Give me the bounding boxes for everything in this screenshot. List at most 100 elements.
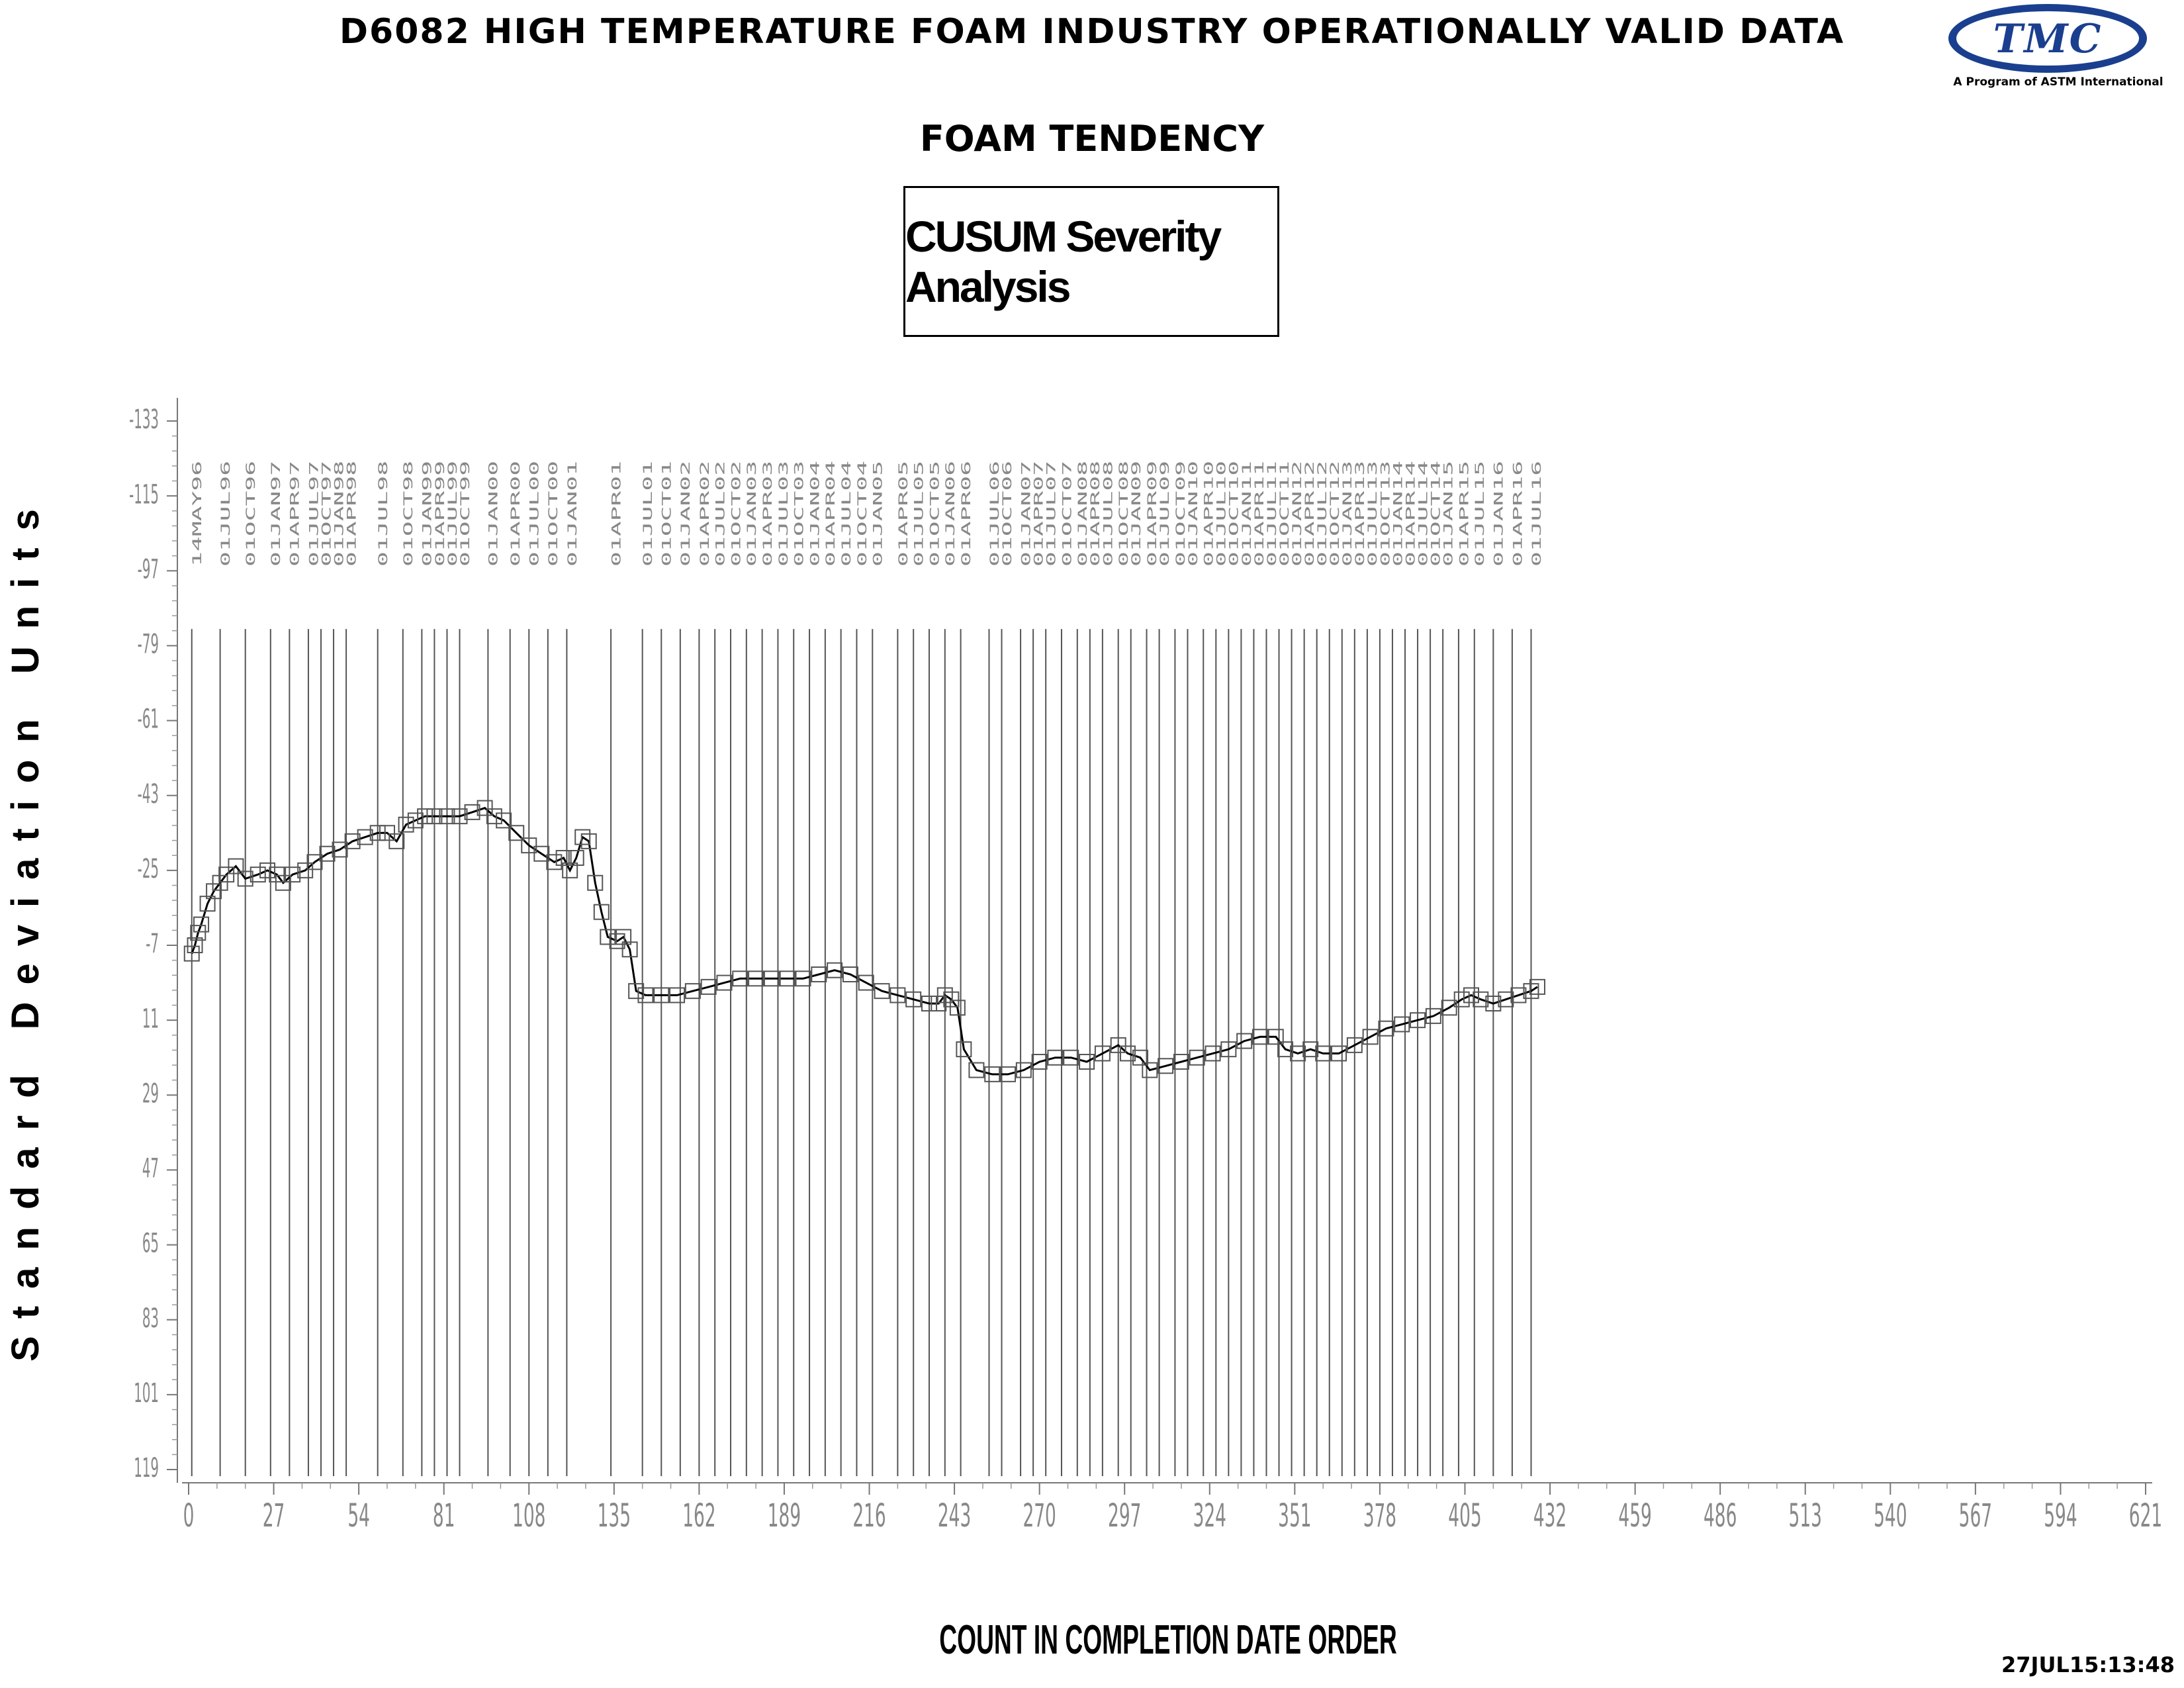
data-point-marker xyxy=(568,850,584,866)
data-point-marker xyxy=(285,867,301,883)
data-point-marker xyxy=(811,966,827,982)
date-marker-label: 01APR03 xyxy=(760,461,775,567)
date-marker-label: 01OCT03 xyxy=(792,461,807,567)
x-axis-label: COUNT IN COMPLETION DATE ORDER xyxy=(939,1617,1396,1662)
data-point-marker xyxy=(827,962,843,978)
data-point-marker xyxy=(426,808,443,825)
date-marker-label: 01JUL02 xyxy=(713,461,727,567)
date-marker-label: 01JAN05 xyxy=(871,461,886,567)
data-point-marker xyxy=(1236,1033,1253,1049)
data-point-marker xyxy=(653,987,670,1004)
data-point-marker xyxy=(1331,1045,1347,1062)
date-marker-label: 01APR16 xyxy=(1510,461,1525,567)
date-marker-label: 01OCT06 xyxy=(1000,461,1015,567)
date-marker-label: 01APR06 xyxy=(959,461,974,567)
data-point-marker xyxy=(250,867,266,883)
y-tick-label: -61 xyxy=(138,704,159,735)
date-marker-label: 01APR07 xyxy=(1031,461,1046,567)
date-marker-label: 01JAN15 xyxy=(1441,461,1455,567)
data-point-marker xyxy=(858,974,874,991)
date-marker-label: 01JAN03 xyxy=(745,461,759,567)
date-marker-label: 01JUL14 xyxy=(1416,461,1430,567)
data-point-marker xyxy=(1251,1029,1268,1045)
data-point-marker xyxy=(1362,1029,1379,1045)
data-point-marker xyxy=(193,916,210,933)
date-marker-label: 01OCT07 xyxy=(1060,461,1074,567)
date-marker-label: 01JAN12 xyxy=(1290,461,1304,567)
data-point-marker xyxy=(1453,991,1470,1008)
x-tick-label: 0 xyxy=(183,1498,195,1535)
date-marker-label: 01OCT98 xyxy=(401,461,416,567)
data-point-marker xyxy=(439,808,455,825)
data-point-marker xyxy=(417,808,433,825)
data-point-marker xyxy=(1132,1049,1149,1066)
data-point-marker xyxy=(587,874,604,891)
data-point-marker xyxy=(521,837,537,854)
data-point-marker xyxy=(637,987,654,1004)
data-point-marker xyxy=(1410,1012,1426,1029)
x-tick-label: 351 xyxy=(1278,1498,1311,1535)
data-point-marker xyxy=(275,874,291,891)
date-marker-label: 01JUL07 xyxy=(1044,461,1058,567)
data-point-marker xyxy=(1015,1062,1032,1078)
data-point-marker xyxy=(593,904,610,920)
date-marker-label: 01OCT14 xyxy=(1428,461,1443,567)
date-marker-label: 01JUL99 xyxy=(445,461,460,567)
x-tick-label: 270 xyxy=(1023,1498,1056,1535)
date-marker-label: 01JUL96 xyxy=(218,461,233,567)
data-point-marker xyxy=(1158,1058,1174,1074)
timestamp: 27JUL15:13:48 xyxy=(2001,1652,2175,1677)
x-tick-label: 324 xyxy=(1193,1498,1226,1535)
data-point-marker xyxy=(562,862,578,878)
date-marker-label: 01JAN02 xyxy=(678,461,693,567)
date-marker-label: 01JUL05 xyxy=(911,461,926,567)
date-marker-label: 01JAN08 xyxy=(1075,461,1090,567)
data-point-marker xyxy=(228,858,244,874)
date-marker-label: 01APR05 xyxy=(896,461,911,567)
x-tick-label: 594 xyxy=(2044,1498,2077,1535)
x-tick-label: 108 xyxy=(512,1498,545,1535)
data-point-marker xyxy=(1473,991,1489,1008)
y-tick-label: 83 xyxy=(142,1303,159,1334)
data-point-marker xyxy=(949,1000,966,1016)
data-point-marker xyxy=(199,896,216,912)
date-marker-label: 01OCT11 xyxy=(1277,461,1292,567)
date-marker-label: 01APR99 xyxy=(433,461,447,567)
y-tick-label: -133 xyxy=(129,404,159,435)
x-tick-label: 540 xyxy=(1874,1498,1907,1535)
data-point-marker xyxy=(580,833,597,849)
date-marker-label: 01JUL00 xyxy=(527,461,542,567)
date-marker-label: 01JAN00 xyxy=(486,461,501,567)
date-marker-label: 01JUL15 xyxy=(1473,461,1487,567)
data-point-marker xyxy=(1315,1045,1332,1062)
data-point-marker xyxy=(748,970,764,987)
date-marker-label: 01OCT97 xyxy=(319,461,334,567)
data-point-marker xyxy=(546,854,563,870)
data-point-marker xyxy=(187,937,203,953)
date-marker-label: 01JAN97 xyxy=(269,461,283,567)
date-marker-label: 01JAN10 xyxy=(1186,461,1201,567)
date-marker-label: 01JAN16 xyxy=(1492,461,1506,567)
date-marker-label: 01OCT02 xyxy=(729,461,743,567)
data-point-marker xyxy=(259,862,276,878)
data-point-marker xyxy=(269,867,285,883)
date-marker-label: 01JAN06 xyxy=(943,461,958,567)
data-point-marker xyxy=(496,812,512,829)
date-marker-label: 01OCT99 xyxy=(458,461,473,567)
date-marker-label: 01APR14 xyxy=(1403,461,1418,567)
date-marker-label: 01JUL01 xyxy=(641,461,655,567)
data-point-marker xyxy=(1205,1045,1221,1062)
date-marker-label: 01APR10 xyxy=(1202,461,1216,567)
data-point-marker xyxy=(1485,996,1502,1011)
data-point-marker xyxy=(1277,1041,1294,1058)
data-point-marker xyxy=(1302,1041,1319,1058)
data-point-marker xyxy=(464,804,480,820)
data-point-marker xyxy=(1441,1000,1457,1016)
data-point-marker xyxy=(206,883,222,900)
data-point-marker xyxy=(369,825,386,841)
date-marker-label: 01OCT01 xyxy=(660,461,674,567)
data-point-marker xyxy=(1463,987,1480,1004)
date-marker-label: 01OCT12 xyxy=(1328,461,1342,567)
data-point-marker xyxy=(319,845,336,862)
date-marker-label: 01JAN09 xyxy=(1129,461,1144,567)
